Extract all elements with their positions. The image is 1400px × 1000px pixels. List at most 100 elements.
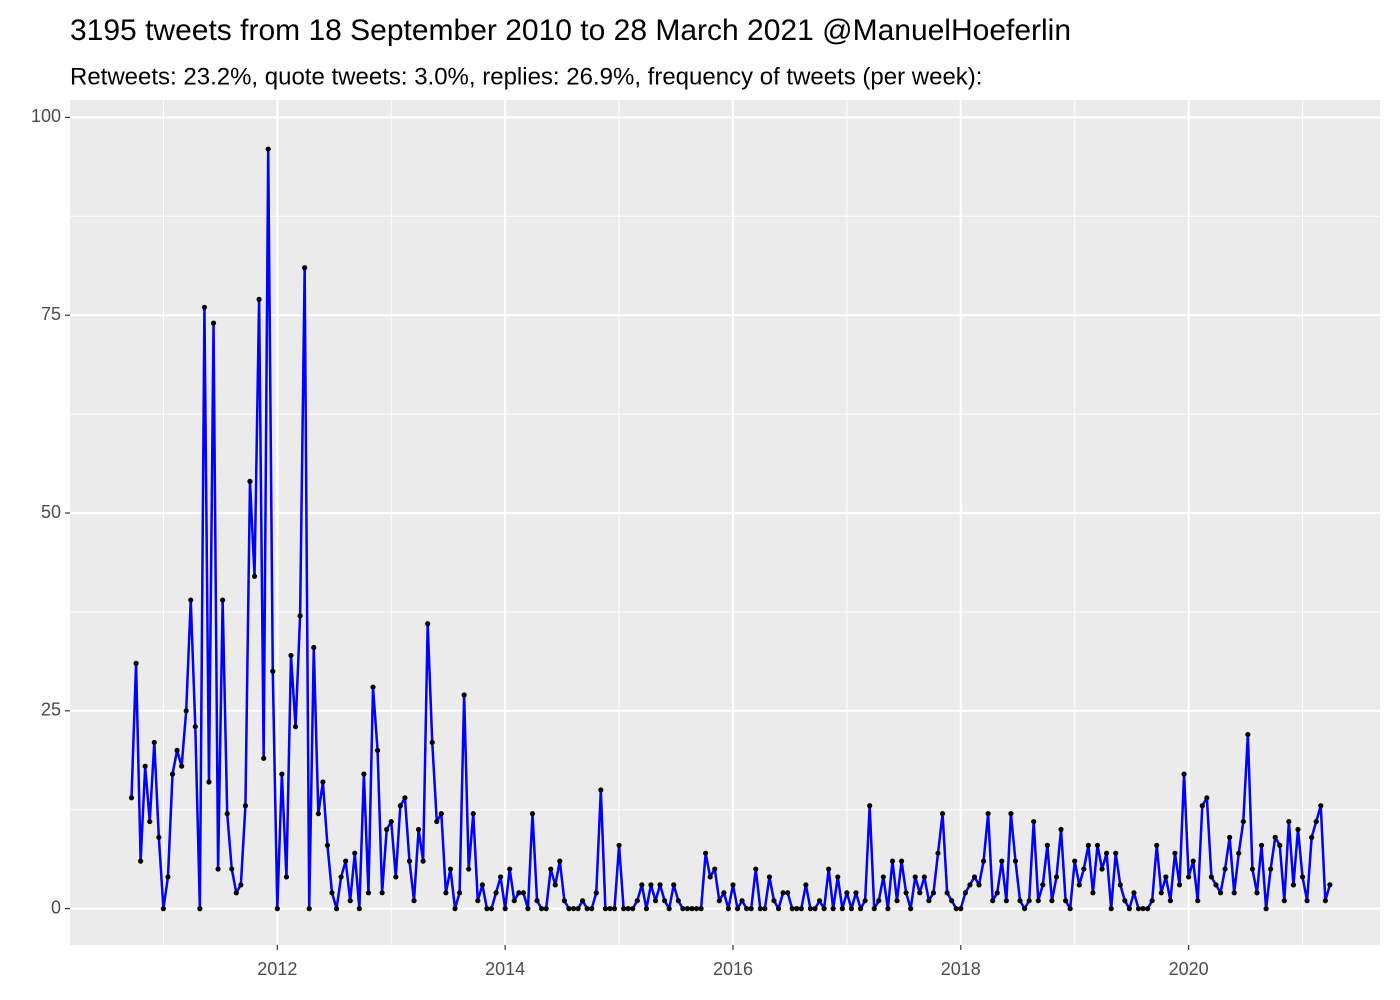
data-point [347, 898, 353, 904]
data-point [470, 811, 476, 817]
data-point [643, 906, 650, 912]
data-point [857, 906, 864, 912]
data-point [985, 811, 991, 817]
data-point [210, 320, 217, 326]
data-point [443, 890, 449, 896]
data-point [584, 906, 590, 912]
data-point [1222, 866, 1228, 872]
data-point [621, 906, 627, 912]
data-point [794, 906, 800, 912]
data-point [147, 818, 153, 825]
y-tick-label: 100 [31, 106, 61, 126]
data-point [602, 906, 608, 912]
data-point [1181, 771, 1187, 777]
data-point [151, 739, 157, 746]
data-point [725, 906, 732, 912]
data-point [807, 906, 814, 912]
data-point [1085, 842, 1091, 848]
data-point [1008, 811, 1014, 817]
data-point [1277, 842, 1283, 848]
data-point [1254, 890, 1260, 896]
data-point [388, 818, 394, 825]
data-point [1158, 890, 1164, 896]
data-point [352, 850, 358, 856]
data-point [548, 866, 554, 872]
data-point [311, 644, 317, 651]
data-point [201, 304, 208, 310]
data-point [447, 866, 454, 872]
data-point [169, 771, 176, 777]
data-point [1031, 818, 1037, 825]
data-point [935, 850, 941, 856]
data-point [1126, 906, 1132, 912]
data-point [739, 898, 745, 904]
data-point [220, 597, 226, 603]
data-point [570, 906, 577, 912]
y-tick-label: 75 [41, 304, 61, 324]
data-point [1090, 890, 1096, 896]
data-point [1099, 866, 1105, 872]
data-point [908, 906, 914, 912]
data-point [475, 898, 481, 904]
data-point [420, 858, 426, 864]
data-point [179, 763, 185, 769]
data-point [657, 882, 663, 888]
data-point [958, 906, 964, 912]
data-point [944, 890, 950, 896]
data-point [183, 708, 189, 714]
data-point [593, 890, 599, 896]
data-point [839, 906, 845, 912]
data-point [844, 890, 850, 896]
data-point [1304, 898, 1310, 904]
data-point [543, 906, 549, 912]
data-point [716, 898, 722, 904]
data-point [1240, 818, 1246, 825]
data-point [889, 858, 896, 864]
data-point [580, 898, 586, 904]
x-tick-label: 2014 [485, 959, 525, 979]
data-point [343, 858, 349, 864]
data-point [215, 866, 221, 872]
data-point [1154, 842, 1160, 848]
data-point [329, 890, 335, 896]
data-point [1231, 890, 1237, 896]
data-point [1003, 898, 1009, 904]
data-point [270, 668, 276, 674]
data-point [279, 771, 285, 777]
x-tick-label: 2020 [1169, 959, 1209, 979]
data-point [406, 858, 413, 864]
data-point [539, 906, 545, 912]
data-point [1063, 898, 1069, 904]
data-point [607, 906, 613, 912]
y-tick-label: 25 [41, 700, 61, 720]
data-point [566, 906, 572, 912]
data-point [698, 906, 704, 912]
data-point [971, 874, 978, 880]
data-point [1117, 882, 1123, 888]
data-point [1213, 882, 1219, 888]
data-point [1072, 858, 1078, 864]
data-point [128, 795, 135, 801]
data-point [502, 906, 508, 912]
data-point [771, 898, 777, 904]
y-tick-label: 50 [41, 502, 61, 522]
data-point [229, 866, 235, 872]
data-point [324, 842, 331, 848]
data-point [611, 906, 618, 912]
data-point [256, 296, 262, 302]
x-tick-label: 2018 [941, 959, 981, 979]
data-point [798, 906, 804, 912]
data-point [921, 874, 927, 880]
data-point [775, 906, 782, 912]
data-point [1290, 882, 1297, 888]
data-point [497, 874, 504, 880]
data-point [894, 898, 900, 904]
data-point [356, 906, 362, 912]
data-point [1076, 882, 1082, 888]
data-point [753, 866, 759, 872]
data-point [1313, 818, 1319, 825]
data-point [1012, 858, 1019, 864]
data-point [689, 906, 695, 912]
data-point [953, 906, 959, 912]
data-point [1245, 731, 1251, 738]
